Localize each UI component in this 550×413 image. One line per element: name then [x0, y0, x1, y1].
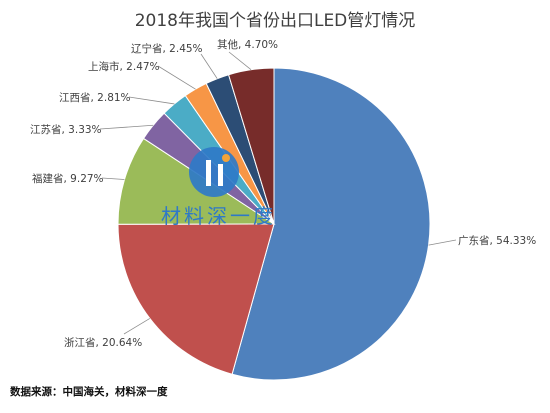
- data-label: 江苏省, 3.33%: [30, 123, 102, 136]
- watermark-text: 材料深一度: [161, 204, 276, 228]
- leader-line: [128, 96, 175, 105]
- data-label: 其他, 4.70%: [217, 38, 278, 51]
- leader-line: [428, 239, 457, 246]
- leader-line: [200, 53, 218, 79]
- watermark-logo: [189, 147, 239, 197]
- data-label: 浙江省, 20.64%: [64, 336, 142, 349]
- slice-other: [227, 67, 275, 225]
- source-note: 数据来源：中国海关，材料深一度: [10, 386, 168, 398]
- leader-line: [99, 124, 154, 130]
- data-label: 福建省, 9.27%: [32, 172, 104, 185]
- leader-line: [157, 65, 196, 90]
- data-label: 上海市, 2.47%: [88, 60, 160, 73]
- leader-line: [228, 51, 252, 71]
- leader-line: [101, 177, 125, 180]
- data-label: 江西省, 2.81%: [59, 91, 131, 104]
- chart-title: 2018年我国个省份出口LED管灯情况: [134, 11, 416, 31]
- leader-line: [123, 318, 151, 335]
- data-label: 广东省, 54.33%: [458, 234, 536, 247]
- data-label: 辽宁省, 2.45%: [131, 42, 203, 55]
